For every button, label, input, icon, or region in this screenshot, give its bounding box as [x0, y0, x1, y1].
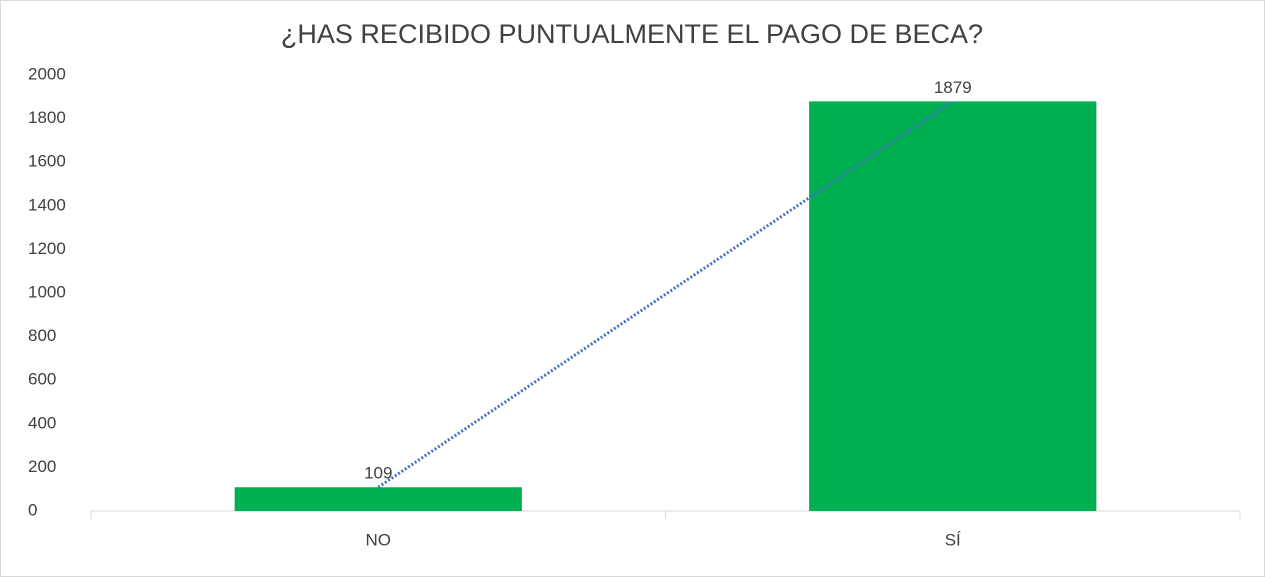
y-tick-label: 1400: [28, 195, 66, 214]
y-tick-label: 0: [28, 500, 37, 519]
data-label: 109: [364, 464, 392, 483]
y-tick-label: 800: [28, 326, 56, 345]
bar: [809, 101, 1097, 512]
x-tick-label: NO: [366, 530, 392, 549]
chart-title: ¿HAS RECIBIDO PUNTUALMENTE EL PAGO DE BE…: [281, 19, 983, 49]
y-tick-label: 2000: [28, 64, 66, 83]
y-tick-label: 1000: [28, 282, 66, 301]
y-tick-label: 1800: [28, 108, 66, 127]
y-tick-label: 1200: [28, 239, 66, 258]
bar: [234, 487, 522, 511]
y-tick-label: 200: [28, 457, 56, 476]
data-label: 1879: [934, 78, 972, 97]
y-tick-label: 1600: [28, 152, 66, 171]
x-tick-label: SÍ: [945, 530, 961, 549]
trendline: [377, 100, 954, 489]
y-tick-label: 400: [28, 413, 56, 432]
y-tick-label: 600: [28, 370, 56, 389]
